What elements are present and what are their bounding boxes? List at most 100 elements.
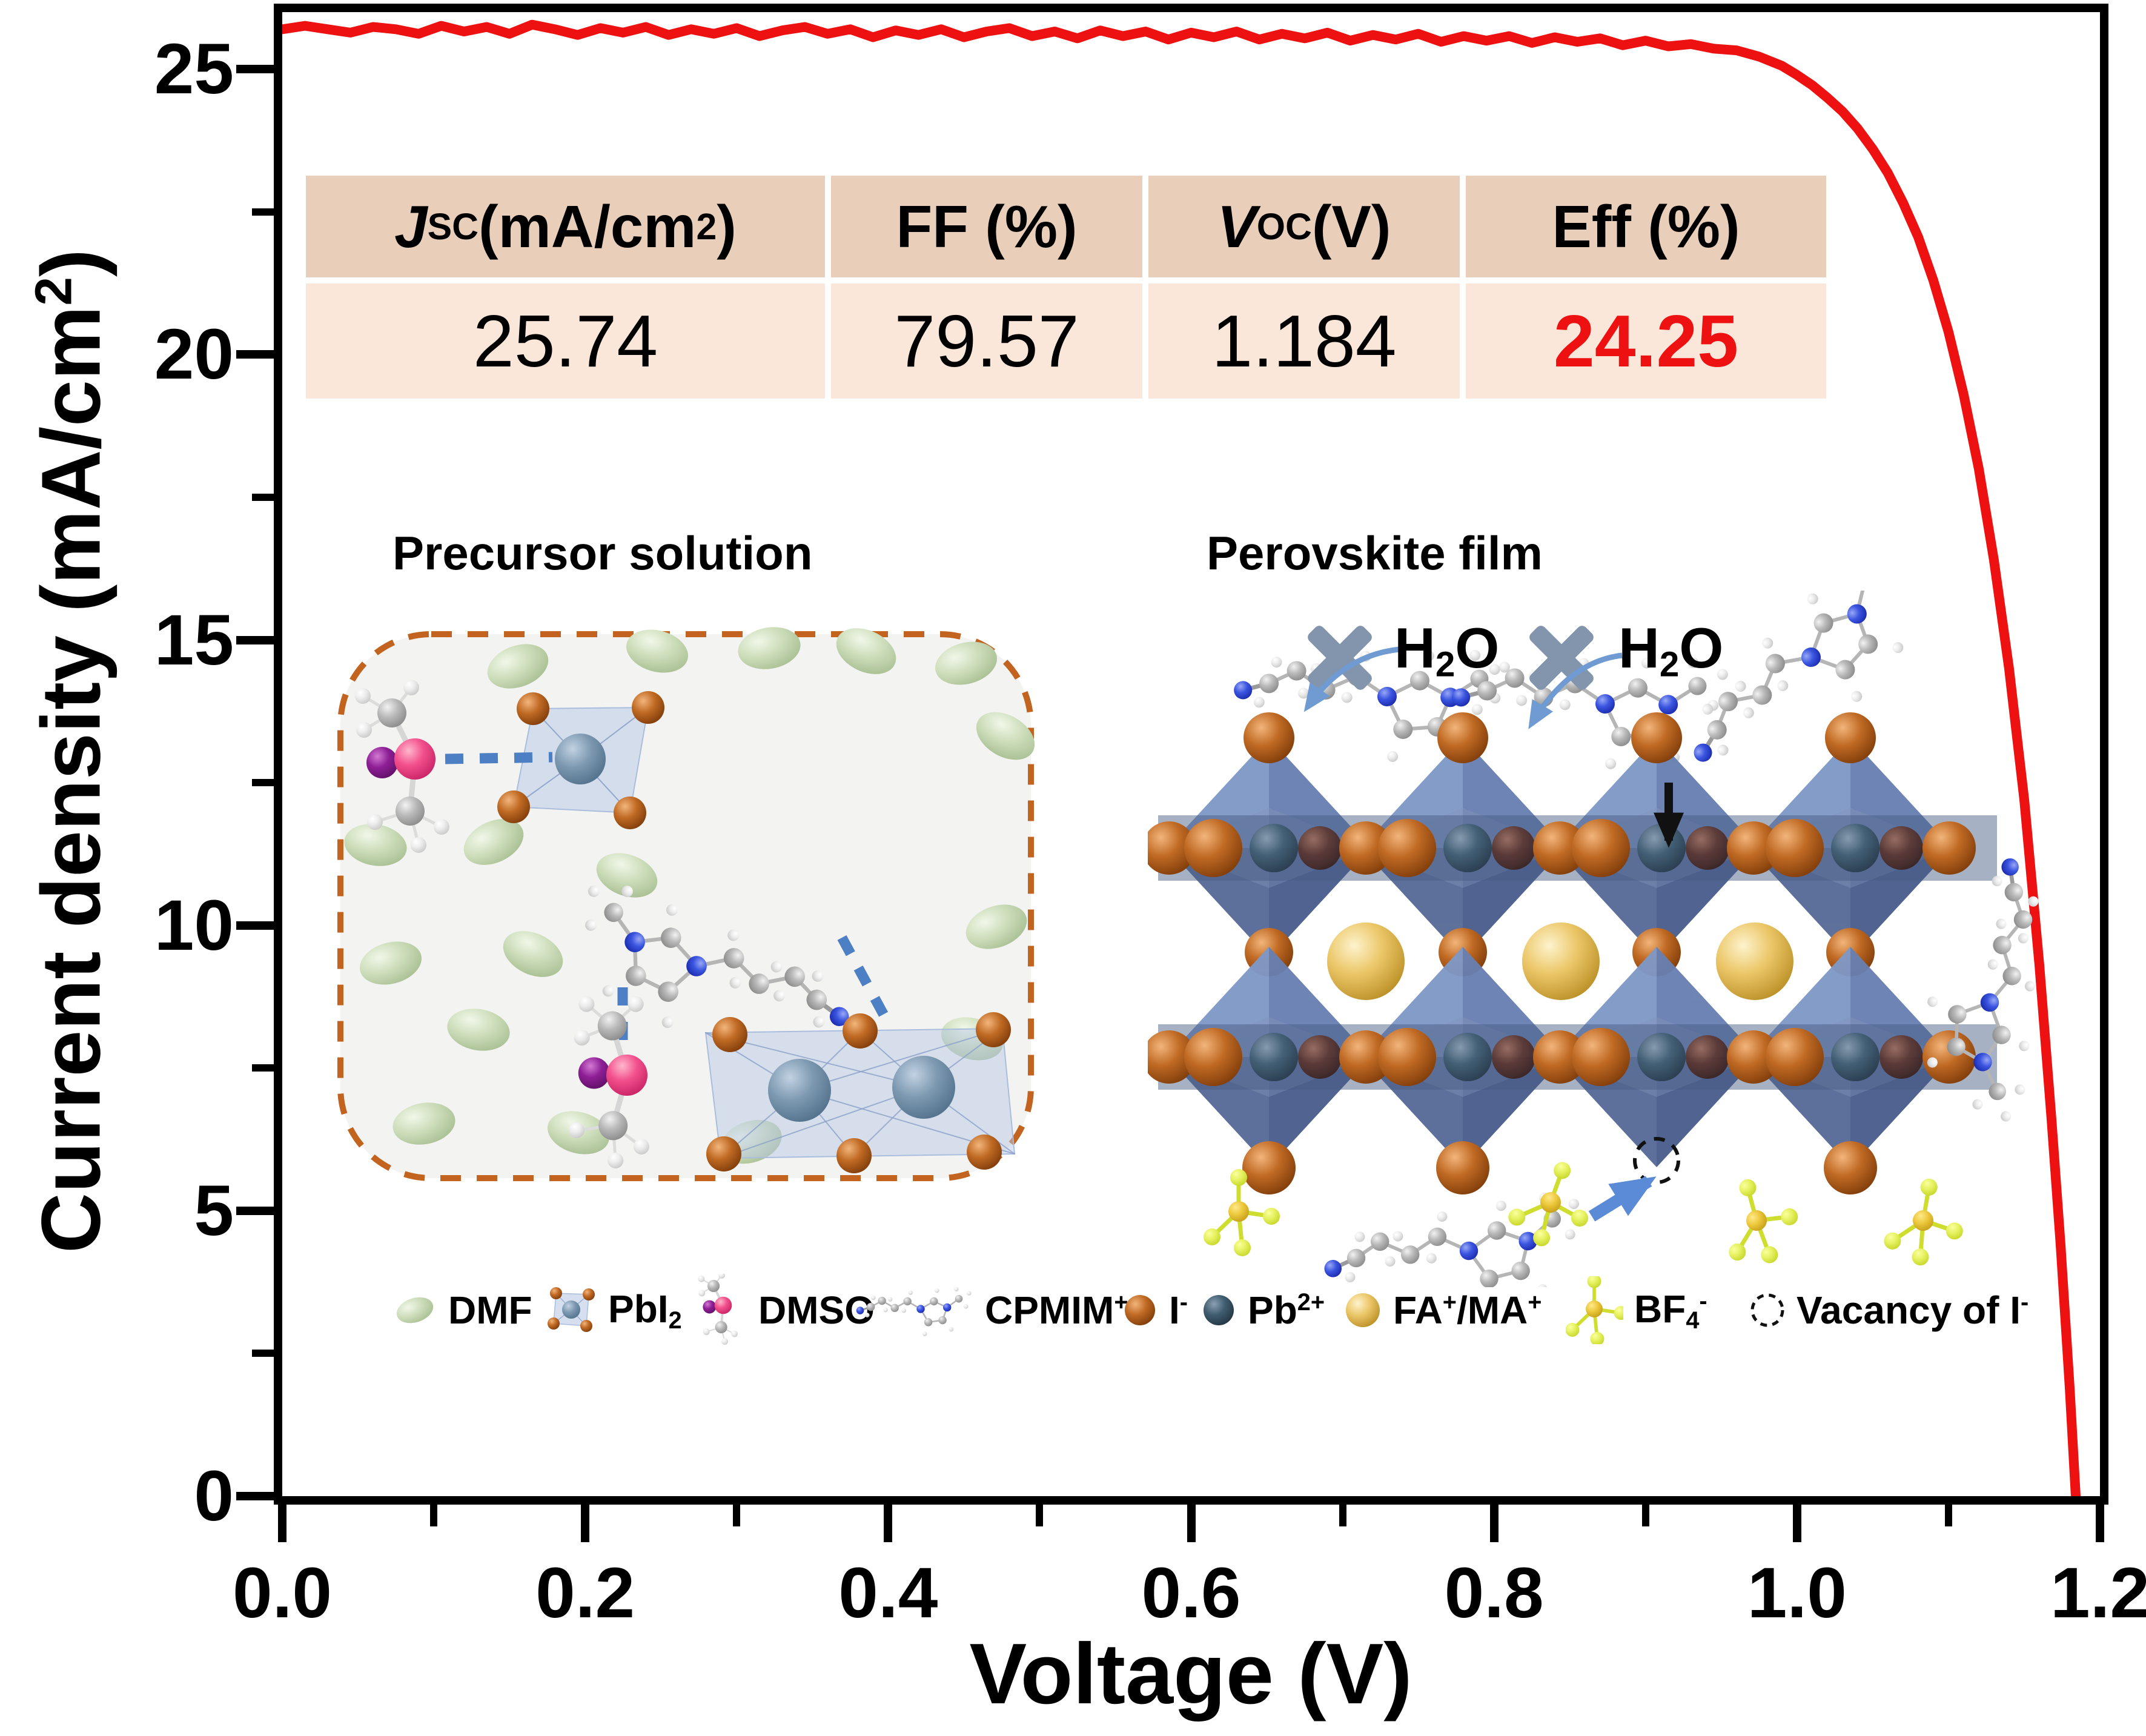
dmf-ellipse: [976, 712, 1035, 760]
x-tick-label: 0.2: [535, 1553, 635, 1633]
legend-label: I-: [1169, 1288, 1188, 1332]
legend-item-iodide: I-: [1122, 1265, 1188, 1356]
x-major-tick: [2096, 1505, 2104, 1542]
y-minor-tick: [252, 779, 274, 787]
legend-label: CPMIM+: [985, 1288, 1128, 1332]
dmf-ellipse: [503, 931, 563, 977]
y-major-tick: [236, 921, 274, 930]
perovskite-film-title: Perovskite film: [1207, 526, 1543, 580]
x-major-tick: [884, 1505, 893, 1542]
vacancy-icon: [1750, 1293, 1784, 1327]
dmso-molecule-icon: [698, 1274, 738, 1345]
table-header-voc: V OC (V): [1148, 176, 1460, 277]
table-header-ff: FF (%): [831, 176, 1142, 277]
x-major-tick: [581, 1505, 590, 1542]
x-tick-label: 1.2: [2050, 1553, 2146, 1633]
x-minor-tick: [430, 1505, 438, 1526]
h2o-label: H2O: [1618, 616, 1724, 684]
iodide-icon: [1125, 1295, 1155, 1325]
y-tick-label: 20: [154, 314, 234, 395]
table-value-eff: 24.25: [1466, 283, 1826, 399]
legend-item-dmso: DMSO: [695, 1265, 875, 1356]
bf4-molecule: [1508, 1162, 1589, 1247]
bf4-filling-vacancy-arrow: [1588, 1176, 1657, 1222]
x-tick-label: 1.0: [1747, 1553, 1847, 1633]
bf4-molecule: [1204, 1169, 1280, 1256]
x-tick-label: 0.0: [232, 1553, 333, 1633]
x-minor-tick: [1339, 1505, 1346, 1526]
y-major-tick: [236, 350, 274, 359]
y-major-tick: [236, 1206, 274, 1215]
legend-item-pbi2: PbI2: [546, 1265, 682, 1356]
dmf-ellipse: [344, 824, 407, 866]
legend-item-fa-ma: FA+/MA+: [1343, 1265, 1542, 1356]
legend-label: PbI2: [608, 1287, 682, 1334]
y-tick-label: 15: [154, 600, 234, 680]
dmf-ellipse: [935, 641, 997, 685]
x-minor-tick: [1944, 1505, 1952, 1526]
dmf-ellipse: [463, 819, 524, 865]
y-minor-tick: [252, 1350, 274, 1357]
precursor-solution-illustration: [337, 627, 1035, 1181]
iodide-equator-row: [1148, 1024, 1997, 1090]
y-axis-title: Current density (mA/cm2): [24, 249, 118, 1253]
dmf-ellipse: [965, 904, 1027, 949]
legend-label: DMF: [448, 1288, 532, 1332]
cpmim-molecule: [585, 885, 849, 1029]
legend-item-cpmim: CPMIM+: [853, 1265, 1128, 1356]
table-header-jsc: J SC (mA/cm 2): [306, 176, 825, 277]
x-tick-label: 0.8: [1444, 1553, 1544, 1633]
y-tick-label: 5: [194, 1170, 234, 1251]
y-minor-tick: [252, 208, 274, 216]
legend-label: BF4-: [1634, 1287, 1707, 1334]
dmso-molecule: [698, 1274, 738, 1345]
dmf-ellipse: [836, 628, 896, 674]
x-minor-tick: [1641, 1505, 1649, 1526]
x-axis-title: Voltage (V): [969, 1626, 1412, 1722]
dmf-ellipse: [392, 1102, 455, 1145]
legend-label: Vacancy of I-: [1797, 1288, 2029, 1332]
x-major-tick: [278, 1505, 286, 1542]
h2o-label: H2O: [1394, 616, 1500, 684]
legend-label: DMSO: [758, 1288, 875, 1332]
legend-label: Pb2+: [1248, 1288, 1325, 1332]
fa-ma-icon: [1346, 1293, 1380, 1327]
y-tick-label: 25: [154, 29, 234, 110]
dmf-ellipse: [360, 941, 422, 985]
h2o-blocked-arrow: [1303, 646, 1400, 712]
dmf-ellipse-icon: [396, 1297, 434, 1324]
x-minor-tick: [733, 1505, 741, 1526]
dmf-ellipse: [626, 629, 688, 673]
y-minor-tick: [252, 1064, 274, 1072]
device-parameters-table: J SC (mA/cm 2) FF (%) V OC (V) Eff (%) 25.7…: [306, 176, 1826, 399]
table-value-jsc: 25.74: [306, 283, 825, 399]
pbi2-slab: [704, 1012, 1016, 1173]
dmf-ellipse: [487, 644, 549, 689]
precursor-solution-title: Precursor solution: [392, 526, 813, 580]
x-major-tick: [1792, 1505, 1801, 1542]
cpmim-molecule: [1694, 591, 1904, 762]
y-tick-label: 10: [154, 885, 234, 966]
dmf-ellipse: [447, 1009, 510, 1051]
y-minor-tick: [252, 493, 274, 501]
bf4-molecule: [1884, 1178, 1963, 1266]
table-value-ff: 79.57: [831, 283, 1142, 399]
x-tick-label: 0.6: [1141, 1553, 1241, 1633]
legend-item-bf4: BF4-: [1566, 1265, 1707, 1356]
y-major-tick: [236, 1492, 274, 1500]
plot-frame: [274, 4, 2108, 1505]
lead-icon: [1204, 1295, 1234, 1325]
dmso-molecule: [568, 996, 649, 1168]
y-major-tick: [236, 635, 274, 644]
iodide-vacancy-circle: [1633, 1137, 1680, 1184]
cpmim-molecule: [1927, 858, 2039, 1122]
dmso-molecule: [355, 680, 449, 853]
blocked-x-icon: [1308, 626, 1372, 690]
cpmim-molecule: [856, 1287, 972, 1336]
table-value-voc: 1.184: [1148, 283, 1460, 399]
y-major-tick: [236, 65, 274, 74]
jv-curve-plot: [282, 19, 2081, 1496]
pbi2-unit: [497, 691, 664, 829]
perovskite-film-illustration: [1148, 591, 2039, 1287]
x-major-tick: [1489, 1505, 1499, 1542]
